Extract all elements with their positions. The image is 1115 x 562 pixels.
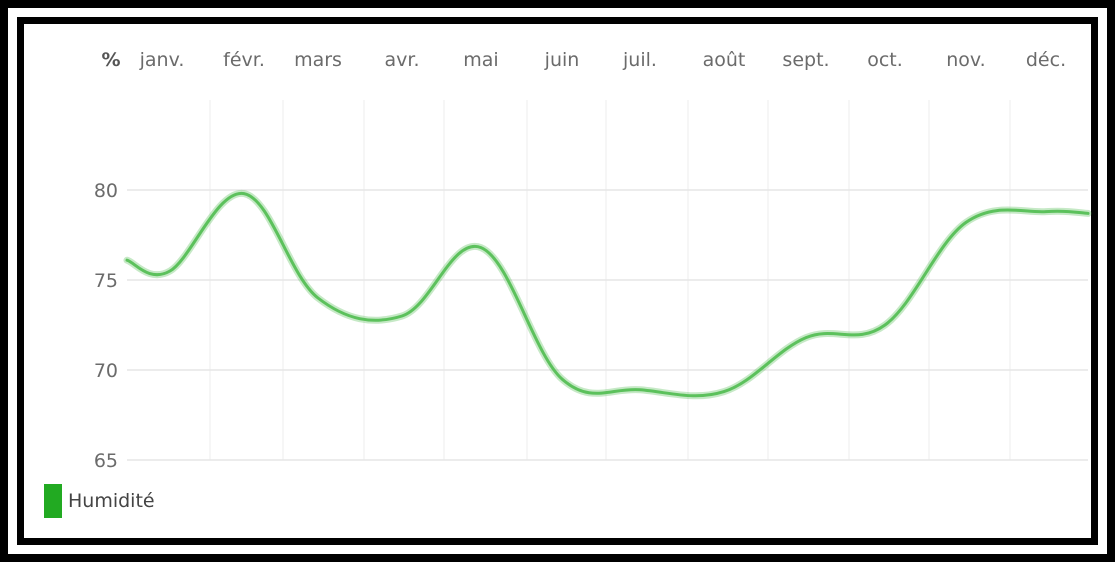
horizontal-grid bbox=[127, 189, 1088, 461]
x-tick-label: avr. bbox=[385, 49, 420, 71]
data-point bbox=[639, 388, 642, 391]
data-point bbox=[1045, 210, 1048, 213]
y-axis-unit-label: % bbox=[101, 49, 120, 71]
data-point bbox=[965, 221, 968, 224]
series-lines bbox=[123, 190, 1092, 400]
y-tick-label: 70 bbox=[94, 360, 118, 382]
x-axis-labels: janv. févr. mars avr. mai juin juil. août sept. o… bbox=[139, 49, 1067, 71]
data-point bbox=[401, 315, 404, 318]
x-tick-label: août bbox=[703, 49, 746, 71]
data-point bbox=[561, 378, 564, 381]
x-tick-label: mars bbox=[294, 49, 342, 71]
legend-label-humidity: Humidité bbox=[68, 490, 155, 512]
x-tick-label: mai bbox=[463, 49, 498, 71]
legend-swatch bbox=[44, 484, 62, 518]
x-tick-label: juil. bbox=[622, 49, 657, 71]
y-axis-labels: 65 70 75 80 bbox=[94, 180, 118, 472]
x-tick-label: oct. bbox=[867, 49, 903, 71]
x-tick-label: juin bbox=[544, 49, 580, 71]
data-point bbox=[480, 246, 483, 249]
chart-panel bbox=[24, 24, 1091, 538]
data-point bbox=[723, 390, 726, 393]
x-tick-label: sept. bbox=[782, 49, 829, 71]
x-tick-label: févr. bbox=[223, 49, 265, 71]
data-point bbox=[317, 297, 320, 300]
series-line-humidity bbox=[125, 192, 1090, 398]
x-tick-label: janv. bbox=[139, 49, 185, 71]
y-tick-label: 80 bbox=[94, 180, 118, 202]
data-point bbox=[243, 192, 246, 195]
y-tick-label: 65 bbox=[94, 450, 118, 472]
x-tick-label: nov. bbox=[946, 49, 985, 71]
x-tick-label: déc. bbox=[1026, 49, 1066, 71]
data-point bbox=[169, 270, 172, 273]
data-point bbox=[884, 324, 887, 327]
y-tick-label: 75 bbox=[94, 270, 118, 292]
legend[interactable]: Humidité bbox=[44, 483, 155, 519]
data-point bbox=[805, 336, 808, 339]
